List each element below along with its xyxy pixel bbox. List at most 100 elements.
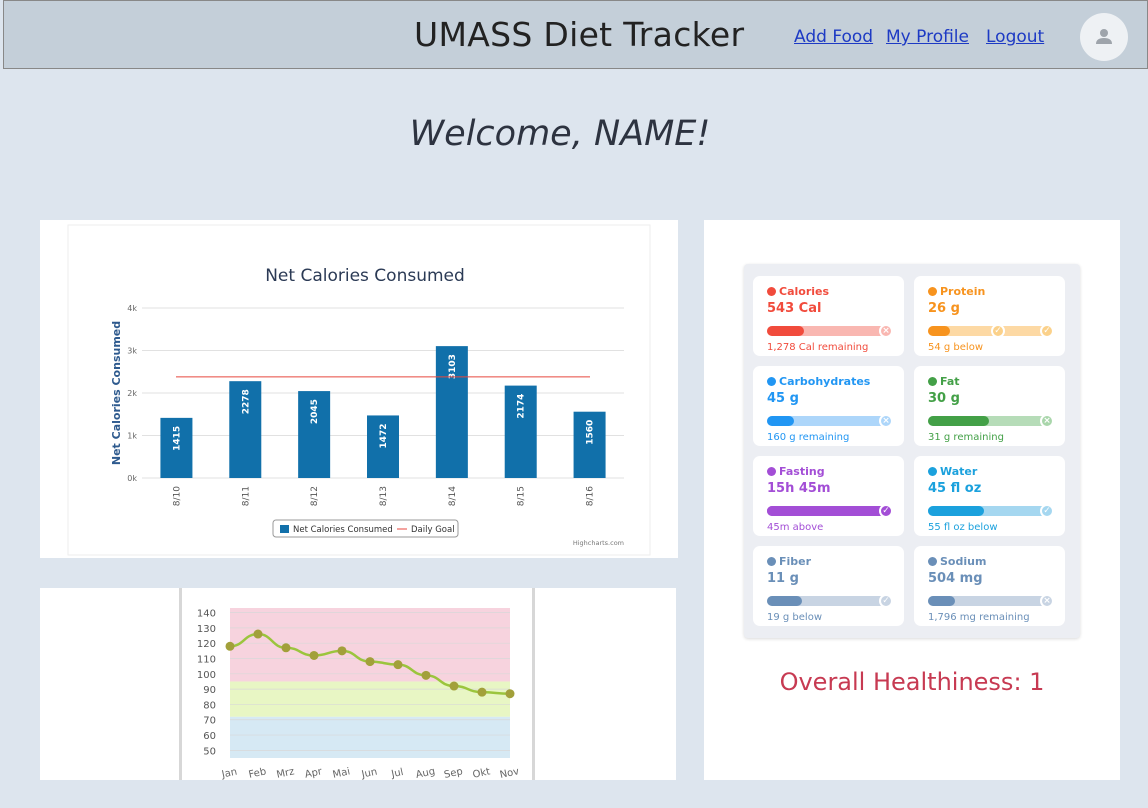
nutrient-progress-track: ✓ ✓	[928, 324, 1054, 338]
nutrient-name-text: Water	[940, 465, 978, 478]
check-icon: ✓	[879, 504, 893, 518]
nutrient-name: Calories	[767, 285, 829, 298]
nutrient-card-carbohydrates[interactable]: Carbohydrates 45 g × 160 g remaining	[753, 366, 904, 446]
y-tick-label: 80	[203, 700, 216, 711]
nutrient-card-water[interactable]: Water 45 fl oz ✓ 55 fl oz below	[914, 456, 1065, 536]
x-tick-label: Sep	[443, 766, 464, 780]
fiber-icon	[767, 557, 776, 566]
nutrient-card-fiber[interactable]: Fiber 11 g ✓ 19 g below	[753, 546, 904, 626]
nutrient-card-fat[interactable]: Fat 30 g × 31 g remaining	[914, 366, 1065, 446]
user-avatar-button[interactable]	[1080, 13, 1128, 61]
bar-value-label: 2045	[310, 399, 320, 424]
data-point[interactable]	[309, 650, 319, 660]
y-tick-label: 120	[197, 639, 216, 650]
data-point[interactable]	[365, 657, 375, 667]
x-icon: ×	[1040, 414, 1054, 428]
y-tick-label: 110	[197, 655, 216, 666]
user-icon	[1096, 29, 1112, 44]
data-point[interactable]	[281, 643, 291, 653]
nutrient-name: Fiber	[767, 555, 811, 568]
nutrient-name: Sodium	[928, 555, 986, 568]
data-point[interactable]	[337, 646, 347, 656]
nutrient-name: Fasting	[767, 465, 825, 478]
nutrient-value: 26 g	[928, 301, 960, 316]
y-tick-label: 0k	[127, 474, 137, 483]
nutrient-progress-fill	[767, 326, 805, 336]
data-point[interactable]	[477, 687, 487, 697]
legend-series-name[interactable]: Net Calories Consumed	[293, 525, 393, 535]
nutrient-value: 11 g	[767, 571, 799, 586]
y-tick-label: 100	[197, 670, 216, 681]
nutrient-card-protein[interactable]: Protein 26 g ✓ ✓ 54 g below	[914, 276, 1065, 356]
check-icon: ✓	[991, 324, 1005, 338]
nutrient-status: 55 fl oz below	[928, 522, 998, 533]
nutrient-value: 45 fl oz	[928, 481, 982, 496]
nutrient-card-calories[interactable]: Calories 543 Cal × 1,278 Cal remaining	[753, 276, 904, 356]
x-tick-label: Jan	[220, 767, 238, 780]
flame-icon	[767, 287, 776, 296]
y-tick-label: 90	[203, 685, 216, 696]
x-tick-label: Nov	[499, 766, 520, 780]
x-tick-label: 8/14	[448, 486, 458, 506]
bar[interactable]	[435, 346, 468, 478]
x-tick-label: Mrz	[276, 766, 296, 780]
top-header: UMASS Diet Tracker Add Food My Profile L…	[3, 0, 1148, 69]
x-tick-label: 8/16	[586, 486, 596, 506]
data-point[interactable]	[225, 641, 235, 651]
legend-goal-name[interactable]: Daily Goal	[411, 525, 455, 535]
bar-value-label: 3103	[448, 354, 458, 379]
bar-value-label: 2174	[517, 394, 527, 419]
check-icon: ✓	[1040, 324, 1054, 338]
nutrient-value: 30 g	[928, 391, 960, 406]
nutrient-status: 160 g remaining	[767, 432, 850, 443]
carb-icon	[767, 377, 776, 386]
x-tick-label: 8/13	[379, 486, 389, 506]
nutrient-card-fasting[interactable]: Fasting 15h 45m ✓ 45m above	[753, 456, 904, 536]
nutrient-progress-track: ✓	[767, 504, 893, 518]
bar-value-label: 1472	[379, 423, 389, 448]
nutrient-progress-fill	[928, 506, 984, 516]
nutrient-progress-track: ×	[928, 414, 1054, 428]
legend-bar-swatch	[280, 525, 289, 533]
bar[interactable]	[298, 391, 331, 478]
timer-icon	[767, 467, 776, 476]
x-tick-label: Apr	[304, 766, 324, 780]
nutrient-status: 31 g remaining	[928, 432, 1004, 443]
net-calories-chart-panel: Net Calories Consumed 0k 1k 2k 3k 4k Net Calor…	[40, 220, 678, 558]
app-title: UMASS Diet Tracker	[414, 15, 745, 54]
nutrient-progress-fill	[767, 596, 802, 606]
nutrient-progress-fill	[928, 416, 989, 426]
check-icon: ✓	[1040, 504, 1054, 518]
logout-link[interactable]: Logout	[986, 27, 1045, 47]
data-point[interactable]	[449, 681, 459, 691]
y-tick-label: 70	[203, 716, 216, 727]
x-tick-label: Aug	[415, 766, 436, 780]
data-point[interactable]	[393, 660, 403, 670]
data-point[interactable]	[421, 670, 431, 680]
bar[interactable]	[573, 411, 606, 478]
chart-title: Net Calories Consumed	[265, 266, 465, 286]
data-point[interactable]	[505, 689, 515, 699]
weight-chart-panel: 50 60 70 80 90 100 110 120 130 140 Jan Feb Mrz Apr Mai…	[40, 588, 676, 780]
bar[interactable]	[504, 385, 537, 478]
data-point[interactable]	[253, 629, 263, 639]
bar-value-label: 2278	[241, 389, 251, 414]
my-profile-link[interactable]: My Profile	[886, 27, 969, 47]
nutrient-value: 543 Cal	[767, 301, 822, 316]
y-tick-label: 2k	[127, 389, 137, 398]
bar[interactable]	[160, 417, 193, 478]
chart-credit-link[interactable]: Highcharts.com	[573, 539, 624, 547]
nutrient-progress-fill	[928, 326, 951, 336]
bar[interactable]	[367, 415, 399, 478]
fat-icon	[928, 377, 937, 386]
y-tick-label: 1k	[127, 432, 137, 441]
bar[interactable]	[229, 381, 262, 478]
add-food-link[interactable]: Add Food	[794, 27, 874, 47]
y-tick-label: 4k	[127, 304, 137, 313]
nutrient-card-sodium[interactable]: Sodium 504 mg × 1,796 mg remaining	[914, 546, 1065, 626]
protein-icon	[928, 287, 937, 296]
nutrient-progress-track: ✓	[767, 594, 893, 608]
nutrient-name-text: Sodium	[940, 555, 987, 568]
weight-trend-chart: 50 60 70 80 90 100 110 120 130 140 Jan Feb Mrz Apr Mai…	[179, 588, 535, 780]
sodium-icon	[928, 557, 937, 566]
